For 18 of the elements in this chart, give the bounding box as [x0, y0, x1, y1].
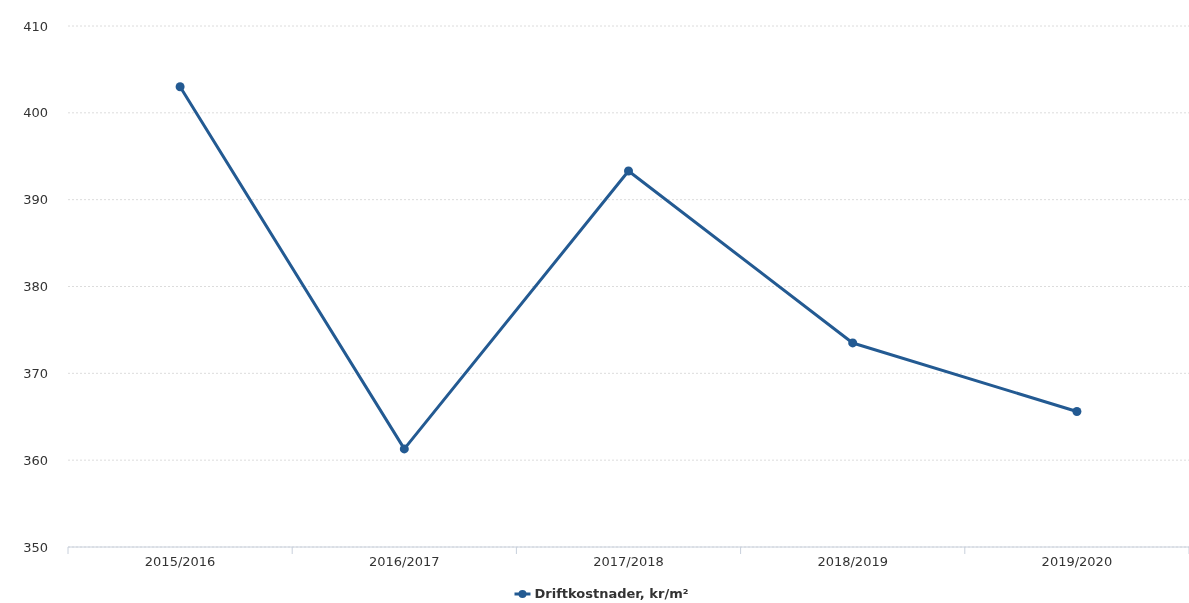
x-tick-label: 2017/2018	[593, 554, 664, 569]
point	[848, 338, 858, 348]
y-tick-label: 390	[23, 192, 48, 208]
x-tick-label: 2018/2019	[817, 554, 888, 569]
point	[624, 166, 633, 176]
y-tick-label: 410	[23, 18, 48, 34]
point	[175, 82, 185, 92]
y-tick-label: 380	[23, 279, 48, 295]
y-tick-label: 350	[23, 539, 48, 555]
point	[399, 444, 409, 454]
legend-label: Driftkostnader, kr/m²	[534, 586, 689, 601]
y-tick-label: 370	[23, 365, 48, 381]
x-tick-label: 2019/2020	[1041, 554, 1113, 569]
x-tick-label: 2015/2016	[144, 554, 216, 569]
point	[1072, 407, 1082, 417]
y-tick-label: 360	[23, 452, 48, 468]
x-tick-label: 2016/2017	[369, 554, 440, 569]
y-tick-label: 400	[23, 105, 48, 121]
